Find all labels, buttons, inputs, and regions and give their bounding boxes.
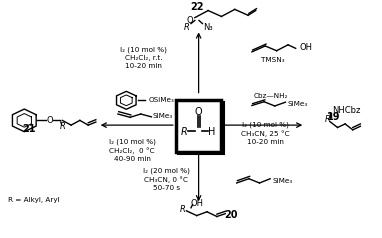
Text: I₂ (10 mol %)
CH₂Cl₂, r.t.
10-20 min: I₂ (10 mol %) CH₂Cl₂, r.t. 10-20 min — [120, 47, 167, 69]
Text: NHCbz: NHCbz — [333, 106, 361, 115]
Text: OH: OH — [190, 198, 203, 208]
Text: R: R — [180, 205, 186, 214]
Text: O: O — [46, 116, 53, 125]
Text: SiMe₃: SiMe₃ — [153, 113, 173, 119]
Text: R: R — [184, 23, 190, 32]
Text: 21: 21 — [23, 124, 36, 134]
Text: R: R — [60, 122, 65, 131]
Text: R: R — [324, 115, 330, 124]
Text: 20: 20 — [224, 210, 238, 220]
Text: I₂ (20 mol %)
CH₃CN, 0 °C
50-70 s: I₂ (20 mol %) CH₃CN, 0 °C 50-70 s — [143, 168, 190, 191]
Text: 19: 19 — [327, 112, 340, 122]
Text: O: O — [195, 107, 202, 117]
Text: Cbz—NH₂: Cbz—NH₂ — [254, 93, 288, 99]
Text: 22: 22 — [190, 2, 204, 12]
Text: H: H — [208, 127, 215, 137]
Text: TMSN₃: TMSN₃ — [261, 57, 285, 63]
Text: SiMe₃: SiMe₃ — [287, 101, 308, 107]
Bar — [178, 102, 224, 154]
Bar — [176, 100, 222, 152]
Text: OH: OH — [299, 43, 312, 52]
Text: N₃: N₃ — [203, 23, 213, 32]
Text: OSiMe₃: OSiMe₃ — [148, 97, 174, 103]
Text: O: O — [186, 15, 193, 25]
Text: I₂ (10 mol %)
CH₂Cl₂,  0 °C
40-90 min: I₂ (10 mol %) CH₂Cl₂, 0 °C 40-90 min — [108, 138, 155, 162]
Text: R = Alkyl, Aryl: R = Alkyl, Aryl — [8, 197, 60, 203]
Text: R: R — [181, 127, 188, 137]
Text: I₂ (10 mol %)
CH₃CN, 25 °C
10-20 min: I₂ (10 mol %) CH₃CN, 25 °C 10-20 min — [241, 122, 290, 145]
Text: SiMe₃: SiMe₃ — [273, 178, 293, 184]
